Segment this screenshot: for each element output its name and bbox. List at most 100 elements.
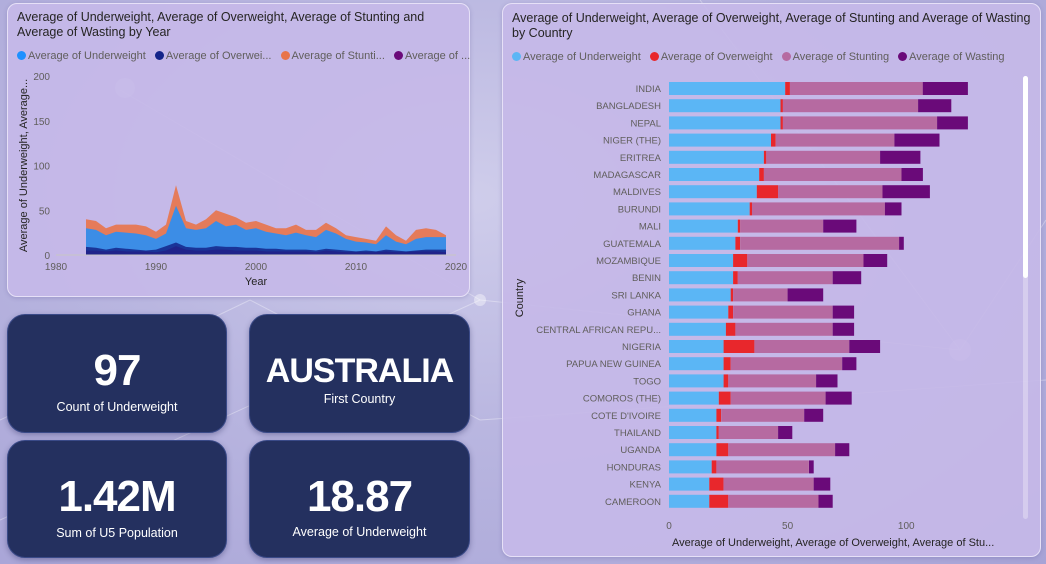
category-label: NIGERIA [622,342,662,353]
bar-segment-overweight [723,357,731,371]
legend-item-overweight[interactable]: Average of Overweight [649,51,773,63]
bar-segment-underweight [669,219,738,233]
bar-segment-stunting [782,116,938,130]
year-chart-panel[interactable]: Average of Underweight, Average of Overw… [7,3,470,297]
bar-segment-overweight [785,82,790,95]
category-label: GUATEMALA [603,239,662,250]
legend-item-overweight[interactable]: Average of Overwei... [154,50,271,62]
bar-segment-overweight [759,168,764,181]
legend-item-wasting[interactable]: Average of Wasting [898,51,1005,63]
bar-segment-wasting [809,460,814,474]
bar-segment-overweight [725,322,736,336]
bar-segment-stunting [728,443,836,457]
bar-segment-underweight [669,202,750,216]
bar-segment-overweight [709,494,729,508]
year-area-chart[interactable]: 0 50 100 150 200 1980 1990 2000 2010 2020 Year Aver… [8,4,469,296]
card-first-country[interactable]: AUSTRALIA First Country [249,314,470,433]
bar-segment-overweight [780,99,783,113]
bar-segment-underweight [669,374,724,388]
bar-segment-overweight [749,202,753,216]
legend-item-underweight[interactable]: Average of Underweight [17,50,146,62]
bar-segment-overweight [723,340,755,353]
country-chart-legend: Average of Underweight Average of Overwe… [512,51,1011,63]
bar-segment-stunting [735,322,833,336]
bar-segment-stunting [740,236,900,250]
legend-item-wasting[interactable]: Average of ... [393,50,470,62]
bar-segment-overweight [733,271,738,285]
bar-segment-stunting [721,408,805,422]
category-label: NEPAL [631,118,661,129]
card-count-underweight[interactable]: 97 Count of Underweight [7,314,227,433]
card-label: First Country [323,392,396,406]
bar-segment-overweight [716,408,722,422]
category-label: THAILAND [614,428,661,439]
category-label: BURUNDI [618,204,661,215]
category-label: CAMEROON [605,497,661,508]
country-chart-title: Average of Underweight, Average of Overw… [512,11,1031,40]
bar-segment-overweight [716,426,719,439]
bar-segment-wasting [884,202,902,216]
category-label: CENTRAL AFRICAN REPU... [536,325,661,336]
legend-dot-icon [280,51,290,60]
category-label: SRI LANKA [611,290,661,301]
x-tick-label: 2010 [345,262,368,273]
bar-segment-underweight [669,133,771,147]
card-average-underweight[interactable]: 18.87 Average of Underweight [249,440,470,558]
bar-segment-underweight [669,477,710,491]
bar-segment-wasting [778,426,793,439]
bar-segment-stunting [763,168,902,181]
category-label: ERITREA [620,153,662,164]
bar-segment-underweight [669,254,734,267]
x-axis-title: Average of Underweight, Average of Overw… [672,537,994,549]
bar-segment-stunting [737,271,833,285]
bar-segment-underweight [669,391,719,405]
category-label: NIGER (THE) [603,136,661,147]
bar-segment-underweight [669,185,757,199]
y-tick-label: 100 [33,162,50,173]
chart-scrollbar-track[interactable] [1023,76,1028,519]
bar-segment-underweight [669,236,736,250]
card-sum-u5-population[interactable]: 1.42M Sum of U5 Population [7,440,227,558]
bar-segment-wasting [894,133,940,147]
x-tick-label: 50 [782,521,794,532]
bar-segment-underweight [669,150,764,164]
year-chart-title: Average of Underweight, Average of Overw… [17,10,425,39]
bar-segment-stunting [730,357,843,371]
bar-segment-underweight [669,408,717,422]
bar-segment-wasting [818,494,833,508]
bar-segment-overweight [716,443,729,457]
legend-dot-icon [649,52,659,61]
bar-segment-underweight [669,116,781,130]
card-label: Count of Underweight [56,400,178,414]
bar-segment-stunting [723,477,814,491]
bar-segment-overweight [709,477,724,491]
category-label: HONDURAS [607,462,661,473]
category-label: KENYA [629,480,661,491]
chart-scrollbar-thumb[interactable] [1023,76,1028,278]
bar-segment-wasting [787,288,824,302]
bar-segment-overweight [730,288,734,302]
legend-dot-icon [781,52,791,61]
bar-segment-overweight [737,219,741,233]
card-value: 1.42M [58,472,176,521]
legend-item-underweight[interactable]: Average of Underweight [512,51,641,63]
bar-segment-stunting [718,426,779,439]
bar-segment-underweight [669,168,760,181]
country-chart-panel[interactable]: Average of Underweight, Average of Overw… [502,3,1041,557]
bar-segment-overweight [733,254,748,267]
bar-segment-stunting [728,494,819,508]
bar-segment-underweight [669,340,724,353]
bar-segment-wasting [813,477,831,491]
category-label: BANGLADESH [596,101,661,112]
x-tick-label: 2020 [445,262,468,273]
category-label: PAPUA NEW GUINEA [566,359,662,370]
country-bar-chart[interactable]: INDIA BANGLADESH NEPAL NIGER (THE) ERITREA MA… [503,4,1040,556]
bar-segment-stunting [733,305,833,319]
bar-segment-wasting [880,150,921,164]
legend-item-stunting[interactable]: Average of Stunti... [280,50,385,62]
bar-segment-underweight [669,443,717,457]
legend-dot-icon [512,52,521,61]
legend-item-stunting[interactable]: Average of Stunting [781,51,889,63]
category-label: UGANDA [620,445,661,456]
category-label: TOGO [633,376,661,387]
